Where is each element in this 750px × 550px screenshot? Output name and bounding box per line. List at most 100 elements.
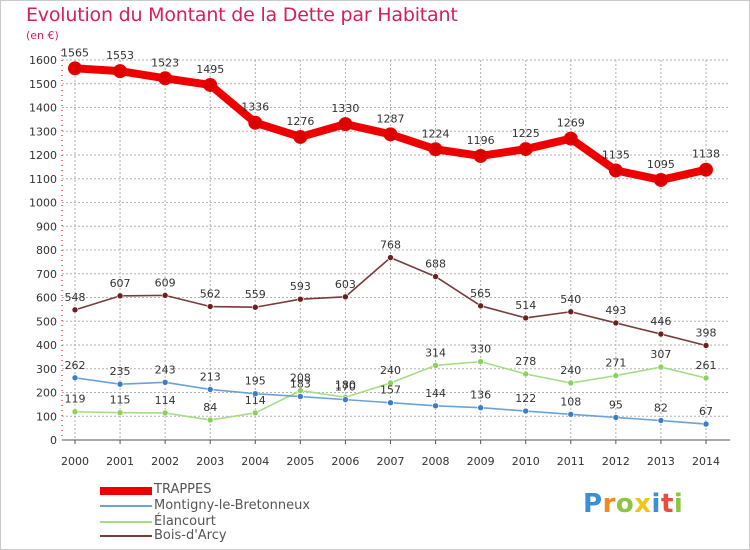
data-label-2-2009: 330 bbox=[470, 343, 491, 356]
data-point-1-2002 bbox=[161, 378, 169, 386]
data-label-3-2008: 688 bbox=[425, 258, 446, 271]
legend-swatch-elancourt bbox=[100, 521, 152, 523]
data-point-2-2004 bbox=[251, 409, 259, 417]
data-point-0-2010 bbox=[518, 142, 533, 157]
data-label-0-2005: 1276 bbox=[286, 115, 314, 128]
x-tick-label: 2005 bbox=[286, 455, 314, 468]
x-tick-label: 2012 bbox=[602, 455, 630, 468]
data-point-0-2003 bbox=[203, 77, 218, 92]
data-label-0-2004: 1336 bbox=[241, 101, 269, 114]
data-point-0-2009 bbox=[473, 148, 488, 163]
data-point-2-2001 bbox=[116, 409, 124, 416]
x-tick-label: 2007 bbox=[377, 455, 405, 468]
legend-label-trappes: TRAPPES bbox=[154, 482, 212, 497]
data-label-3-2002: 609 bbox=[155, 276, 176, 289]
data-point-0-2008 bbox=[428, 142, 443, 157]
data-point-3-2003 bbox=[206, 303, 214, 310]
data-point-3-2004 bbox=[251, 303, 259, 311]
data-label-2-2012: 271 bbox=[605, 357, 626, 370]
data-point-3-2014 bbox=[702, 342, 710, 349]
unit-label: (en €) bbox=[26, 29, 59, 42]
data-point-0-2012 bbox=[608, 163, 623, 178]
data-label-0-2006: 1330 bbox=[331, 102, 359, 115]
data-label-1-2010: 122 bbox=[515, 392, 536, 405]
data-point-2-2012 bbox=[612, 372, 620, 379]
y-tick-label: 700 bbox=[36, 268, 57, 281]
data-point-1-2008 bbox=[432, 402, 439, 410]
data-label-0-2000: 1565 bbox=[61, 46, 89, 59]
data-label-1-2001: 235 bbox=[110, 365, 131, 378]
y-tick-label: 500 bbox=[36, 315, 57, 328]
data-point-2-2013 bbox=[657, 363, 665, 371]
legend-label-montigny: Montigny-le-Bretonneux bbox=[154, 498, 311, 513]
data-point-0-2004 bbox=[248, 115, 263, 130]
x-tick-label: 2008 bbox=[422, 455, 450, 468]
data-label-0-2014: 1138 bbox=[692, 148, 720, 161]
data-label-2-2002: 114 bbox=[155, 394, 176, 407]
x-tick-label: 2001 bbox=[106, 455, 134, 468]
data-label-0-2008: 1224 bbox=[422, 127, 450, 140]
data-point-0-2014 bbox=[699, 162, 713, 177]
data-point-3-2013 bbox=[657, 330, 665, 338]
x-tick-label: 2002 bbox=[151, 455, 179, 468]
data-point-0-2005 bbox=[293, 129, 308, 144]
data-label-3-2009: 565 bbox=[470, 287, 491, 300]
data-point-3-2010 bbox=[522, 314, 530, 322]
data-label-3-2000: 548 bbox=[65, 291, 86, 304]
data-point-0-2011 bbox=[563, 131, 578, 146]
data-label-3-2006: 603 bbox=[335, 278, 356, 291]
data-label-0-2011: 1269 bbox=[557, 117, 585, 130]
y-tick-label: 600 bbox=[36, 292, 57, 305]
data-label-0-2002: 1523 bbox=[151, 56, 179, 69]
x-tick-label: 2010 bbox=[512, 455, 540, 468]
data-label-1-2007: 157 bbox=[380, 384, 401, 397]
data-point-1-2000 bbox=[71, 374, 79, 382]
data-point-2-2000 bbox=[71, 408, 79, 416]
data-label-3-2012: 493 bbox=[605, 304, 626, 317]
x-tick-label: 2000 bbox=[61, 455, 89, 468]
data-label-0-2012: 1135 bbox=[602, 148, 630, 161]
data-label-0-2010: 1225 bbox=[512, 127, 540, 140]
data-point-2-2009 bbox=[477, 358, 484, 365]
data-label-0-2001: 1553 bbox=[106, 49, 134, 62]
data-point-3-2008 bbox=[432, 273, 439, 280]
y-tick-label: 900 bbox=[36, 220, 57, 233]
data-point-1-2012 bbox=[612, 414, 620, 421]
data-label-2-2003: 84 bbox=[203, 401, 217, 414]
legend-swatch-montigny bbox=[100, 505, 152, 507]
data-label-2-2000: 119 bbox=[65, 393, 86, 406]
data-label-3-2007: 768 bbox=[380, 239, 401, 252]
data-point-3-2002 bbox=[161, 292, 169, 299]
data-label-2-2005: 208 bbox=[290, 372, 311, 385]
data-point-0-2013 bbox=[653, 172, 668, 187]
data-label-3-2013: 446 bbox=[650, 315, 671, 328]
data-label-1-2005: 183 bbox=[290, 378, 311, 391]
x-tick-label: 2011 bbox=[557, 455, 585, 468]
x-tick-label: 2006 bbox=[331, 455, 359, 468]
data-point-3-2007 bbox=[387, 254, 394, 261]
data-label-0-2007: 1287 bbox=[377, 112, 405, 125]
data-point-2-2008 bbox=[432, 362, 439, 369]
data-point-3-2006 bbox=[342, 293, 349, 301]
data-label-0-2003: 1495 bbox=[196, 63, 224, 76]
y-tick-label: 400 bbox=[36, 339, 57, 352]
data-point-1-2010 bbox=[522, 407, 530, 415]
data-point-0-2007 bbox=[383, 127, 398, 142]
data-point-0-2006 bbox=[338, 117, 353, 132]
x-tick-label: 2014 bbox=[692, 455, 720, 468]
y-tick-label: 0 bbox=[50, 434, 57, 447]
data-label-2-2001: 115 bbox=[110, 394, 131, 407]
data-point-2-2011 bbox=[567, 379, 575, 387]
data-label-0-2013: 1095 bbox=[647, 158, 675, 171]
data-label-1-2003: 213 bbox=[200, 370, 221, 383]
data-point-1-2013 bbox=[657, 417, 665, 424]
data-label-3-2004: 559 bbox=[245, 288, 266, 301]
data-label-3-2001: 607 bbox=[110, 277, 131, 290]
legend-label-bois-d-arcy: Bois-d'Arcy bbox=[154, 528, 227, 543]
data-label-2-2004: 114 bbox=[245, 394, 266, 407]
data-label-1-2008: 144 bbox=[425, 387, 446, 400]
data-label-1-2009: 136 bbox=[470, 389, 491, 402]
data-point-2-2002 bbox=[161, 409, 169, 417]
data-label-2-2011: 240 bbox=[560, 364, 581, 377]
